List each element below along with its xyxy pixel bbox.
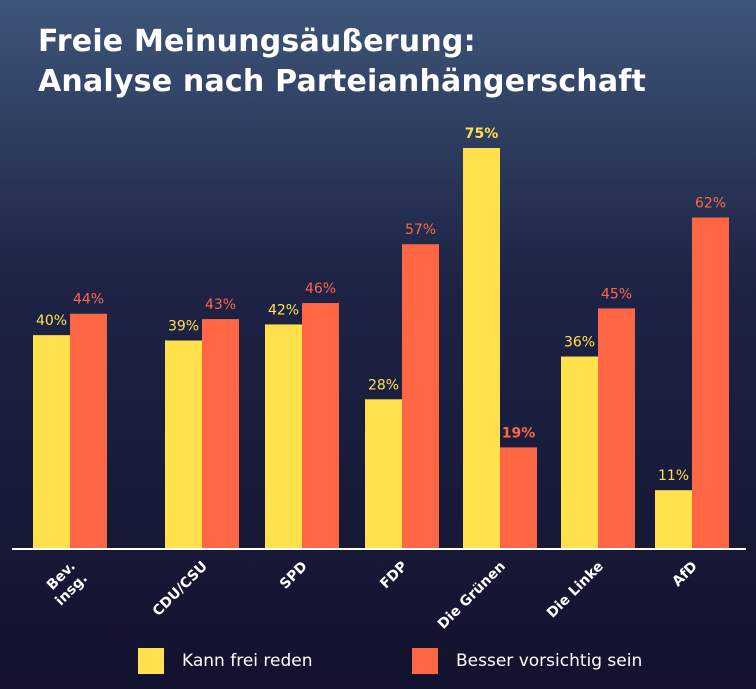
category-label-line: FDP xyxy=(377,559,411,593)
data-label: 11% xyxy=(658,468,689,484)
category-label: Bev.insg. xyxy=(40,559,91,610)
bar-kann-frei-reden-3 xyxy=(365,399,402,549)
bar-besser-vorsichtig-0 xyxy=(70,313,107,549)
category-label-line: AfD xyxy=(669,559,700,590)
bar-kann-frei-reden-6 xyxy=(655,490,692,549)
data-label: 36% xyxy=(564,335,595,351)
data-label: 75% xyxy=(465,126,499,142)
category-label: Die Linke xyxy=(544,559,607,622)
bar-kann-frei-reden-1 xyxy=(165,340,202,549)
bar-besser-vorsichtig-4 xyxy=(500,447,537,549)
legend-swatch-yellow xyxy=(138,648,164,674)
bar-kann-frei-reden-5 xyxy=(561,356,598,549)
category-label-line: Die Linke xyxy=(544,559,607,622)
bar-kann-frei-reden-2 xyxy=(265,324,302,549)
category-label: SPD xyxy=(277,559,311,593)
legend-item-kann-frei-reden: Kann frei reden xyxy=(138,648,313,674)
data-label: 45% xyxy=(601,286,632,302)
category-label-line: Die Grünen xyxy=(435,559,509,633)
chart-title-line-1: Freie Meinungsäußerung: xyxy=(38,24,476,59)
data-label: 57% xyxy=(405,222,436,238)
bar-kann-frei-reden-4 xyxy=(463,148,500,549)
legend-swatch-red xyxy=(412,648,438,674)
bar-besser-vorsichtig-6 xyxy=(692,217,729,550)
legend-label-besser-vorsichtig: Besser vorsichtig sein xyxy=(456,651,643,671)
data-label: 28% xyxy=(368,377,399,393)
chart-title: Freie Meinungsäußerung: Analyse nach Par… xyxy=(38,22,646,102)
bar-besser-vorsichtig-2 xyxy=(302,303,339,549)
bar-chart: 40% 44% Bev.insg. 39% 43% CDU/CSU 42% 46% SPD 28%… xyxy=(33,126,729,633)
category-label: Die Grünen xyxy=(435,559,509,633)
data-label: 62% xyxy=(695,196,726,212)
data-label: 44% xyxy=(73,292,104,308)
data-label: 43% xyxy=(205,297,236,313)
legend-item-besser-vorsichtig: Besser vorsichtig sein xyxy=(412,648,642,674)
category-label-line: CDU/CSU xyxy=(150,559,211,620)
bar-kann-frei-reden-0 xyxy=(33,335,70,549)
category-label: FDP xyxy=(377,559,411,593)
bar-besser-vorsichtig-5 xyxy=(598,308,635,549)
data-label: 40% xyxy=(36,313,67,329)
data-label: 46% xyxy=(305,281,336,297)
data-label: 19% xyxy=(502,425,536,441)
data-label: 39% xyxy=(168,318,199,334)
bar-besser-vorsichtig-3 xyxy=(402,244,439,550)
bar-besser-vorsichtig-1 xyxy=(202,319,239,549)
legend-label-kann-frei-reden: Kann frei reden xyxy=(182,651,313,671)
category-label: AfD xyxy=(669,559,700,590)
category-label: CDU/CSU xyxy=(150,559,211,620)
chart-title-line-2: Analyse nach Parteianhängerschaft xyxy=(38,64,647,99)
data-label: 42% xyxy=(268,302,299,318)
legend: Kann frei reden Besser vorsichtig sein xyxy=(0,648,756,678)
category-label-line: SPD xyxy=(277,559,311,593)
